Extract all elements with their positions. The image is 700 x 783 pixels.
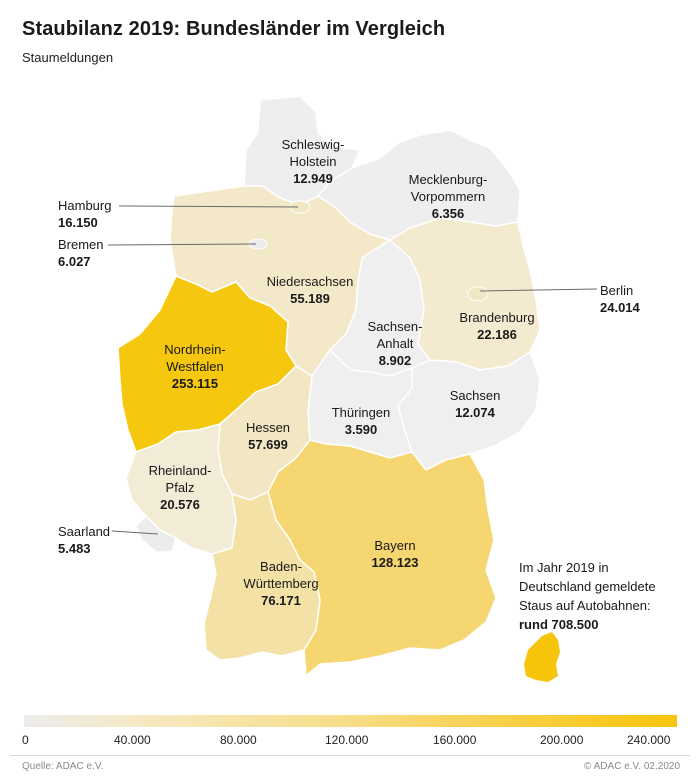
footer-divider: [10, 755, 690, 756]
state-value: 12.074: [455, 405, 495, 420]
leader-saarland: [111, 530, 159, 535]
label-bremen: Bremen 6.027: [58, 236, 104, 270]
state-name: Hessen: [245, 420, 291, 435]
label-hessen: Hessen 57.699: [238, 419, 298, 453]
label-baden-wuerttemberg: Baden- Württemberg 76.171: [226, 558, 336, 609]
label-thueringen: Thüringen 3.590: [326, 404, 396, 438]
state-value: 20.576: [160, 497, 200, 512]
legend-tick: 160.000: [433, 733, 477, 747]
state-value: 5.483: [58, 541, 91, 556]
leader-hamburg: [118, 205, 299, 208]
state-value: 55.189: [290, 291, 330, 306]
note-total: rund 708.500: [519, 617, 599, 632]
label-rheinland-pfalz: Rheinland- Pfalz 20.576: [140, 462, 220, 513]
state-value: 6.356: [431, 206, 465, 221]
legend-tick: 0: [22, 733, 29, 747]
state-name: Sachsen- Anhalt: [367, 319, 423, 351]
state-value: 128.123: [371, 555, 419, 570]
state-value: 24.014: [600, 300, 640, 315]
label-bayern: Bayern 128.123: [355, 537, 435, 571]
legend-tick: 40.000: [114, 733, 151, 747]
label-nordrhein-westfalen: Nordrhein- Westfalen 253.115: [150, 341, 240, 392]
source-text: Quelle: ADAC e.V.: [22, 761, 104, 772]
legend-tick: 240.000: [627, 733, 671, 747]
label-saarland: Saarland 5.483: [58, 523, 110, 557]
state-baden-wuerttemberg: [203, 490, 321, 661]
state-value: 22.186: [477, 327, 517, 342]
inset-germany-icon: [524, 632, 560, 682]
label-hamburg: Hamburg 16.150: [58, 197, 111, 231]
copyright-text: © ADAC e.V. 02.2020: [584, 761, 680, 772]
state-value: 8.902: [378, 353, 412, 368]
state-value: 253.115: [171, 376, 219, 391]
state-name: Hamburg: [58, 198, 112, 213]
note-line: Im Jahr 2019 in: [519, 560, 609, 575]
state-value: 16.150: [58, 215, 98, 230]
note-line: Deutschland gemeldete: [519, 579, 656, 594]
state-berlin: [467, 286, 489, 302]
state-name: Sachsen: [449, 388, 501, 403]
state-name: Berlin: [600, 283, 634, 298]
total-note: Im Jahr 2019 in Deutschland gemeldete St…: [519, 558, 656, 634]
state-name: Brandenburg: [459, 310, 535, 325]
label-berlin: Berlin 24.014: [600, 282, 640, 316]
state-name: Schleswig- Holstein: [281, 137, 345, 169]
state-name: Saarland: [58, 524, 111, 539]
leader-berlin: [479, 288, 598, 292]
leader-bremen: [107, 243, 257, 246]
legend-color-scale: [24, 715, 677, 727]
state-name: Mecklenburg- Vorpommern: [408, 172, 488, 204]
legend-tick: 200.000: [540, 733, 584, 747]
state-value: 12.949: [293, 171, 333, 186]
state-name: Thüringen: [331, 405, 391, 420]
chart-subtitle: Staumeldungen: [22, 50, 114, 65]
state-value: 57.699: [248, 437, 288, 452]
state-name: Baden- Württemberg: [243, 559, 319, 591]
state-name: Rheinland- Pfalz: [148, 463, 212, 495]
state-name: Bayern: [374, 538, 416, 553]
state-value: 3.590: [344, 422, 378, 437]
state-name: Niedersachsen: [266, 274, 354, 289]
label-mecklenburg-vorpommern: Mecklenburg- Vorpommern 6.356: [398, 171, 498, 222]
state-value: 6.027: [58, 254, 91, 269]
chart-title: Staubilanz 2019: Bundesländer im Verglei…: [22, 18, 446, 40]
note-line: Staus auf Autobahnen:: [519, 598, 651, 613]
state-name: Nordrhein- Westfalen: [164, 342, 226, 374]
state-name: Bremen: [58, 237, 104, 252]
label-niedersachsen: Niedersachsen 55.189: [260, 273, 360, 307]
legend-tick: 120.000: [325, 733, 369, 747]
label-sachsen-anhalt: Sachsen- Anhalt 8.902: [360, 318, 430, 369]
label-sachsen: Sachsen 12.074: [440, 387, 510, 421]
label-brandenburg: Brandenburg 22.186: [452, 309, 542, 343]
label-schleswig-holstein: Schleswig- Holstein 12.949: [278, 136, 348, 187]
state-value: 76.171: [261, 593, 301, 608]
legend-tick: 80.000: [220, 733, 257, 747]
